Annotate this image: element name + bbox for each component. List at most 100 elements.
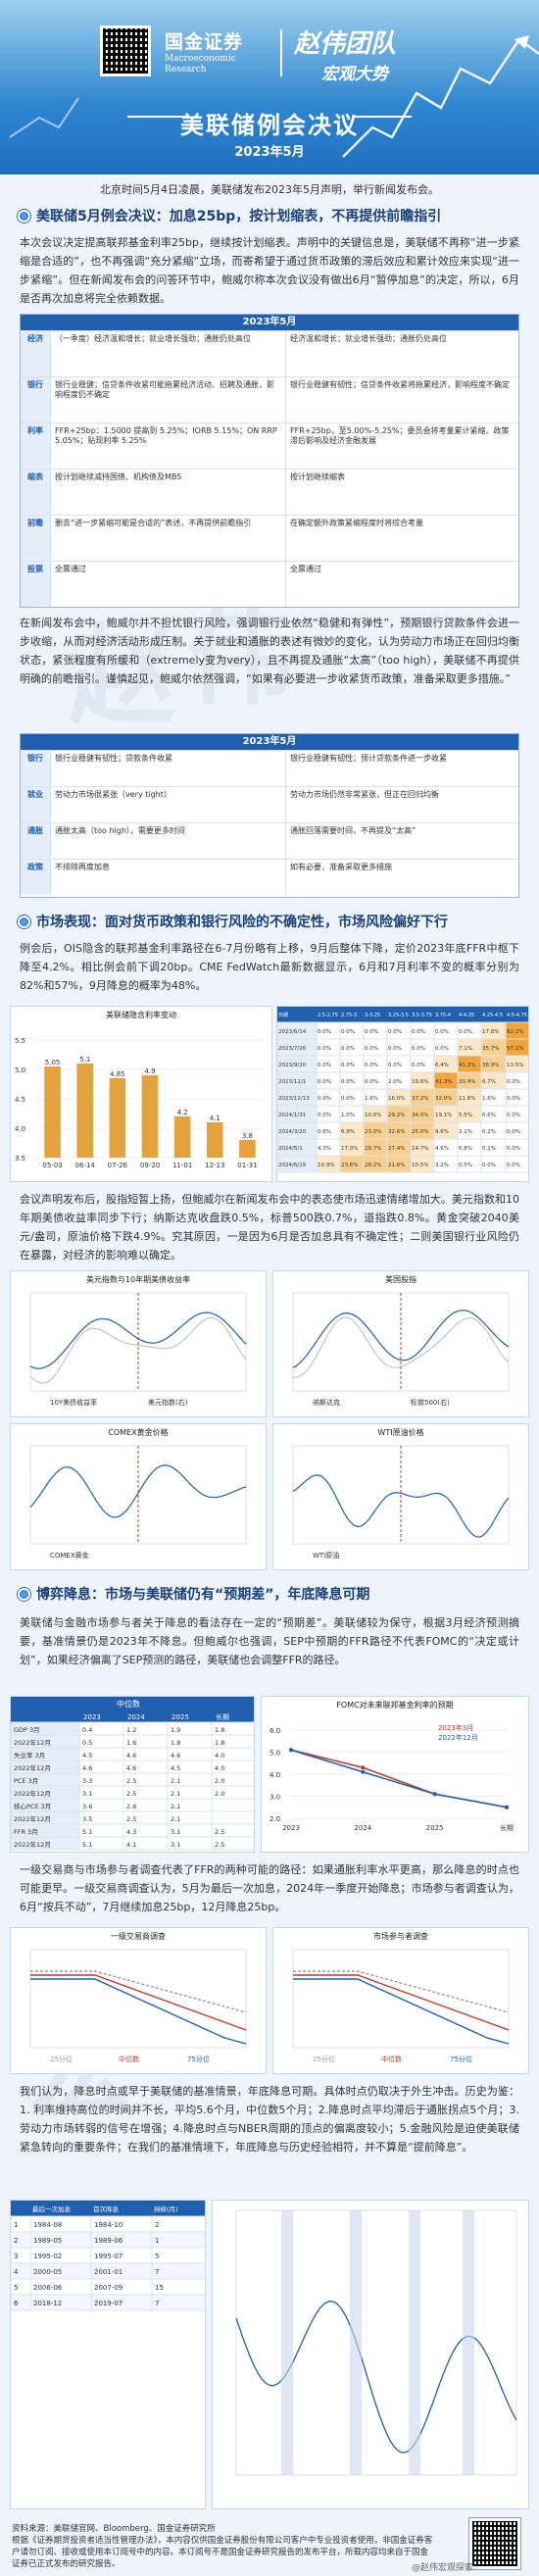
header-cell bbox=[277, 1007, 317, 1022]
cell-value: 1.9 bbox=[171, 1726, 180, 1734]
cell-value: 0.0% bbox=[341, 1046, 355, 1052]
cell-value: 17.8% bbox=[482, 1029, 499, 1035]
sep-ffr-chart: FOMC对未来联邦基金利率的预期 2.0 3.0 4.0 5.0 6.0 2023 2024… bbox=[261, 1696, 529, 1853]
row-left: 银行业稳健；信贷条件收紧可能拖累经济活动、招聘及通胀，影响程度仍不确定 bbox=[50, 377, 285, 422]
cell-value: 1989-06 bbox=[94, 2237, 123, 2245]
table-cell bbox=[211, 1810, 254, 1825]
cell-value: 1.6% bbox=[365, 1096, 378, 1102]
tick-label: 4.0 bbox=[15, 1125, 25, 1133]
cell-value: 34.0% bbox=[412, 1113, 428, 1118]
legend-label: 75分位 bbox=[187, 2055, 210, 2063]
cell-value: 2023/9/20 bbox=[278, 1063, 307, 1068]
cell-value: 2024/6/19 bbox=[278, 1163, 307, 1168]
row-label: 经济 bbox=[21, 331, 50, 376]
section2-heading: 市场表现：面对货币政策和银行风险的不确定性，市场风险偏好下行 bbox=[18, 912, 521, 931]
market-chart-title: 美国股指 bbox=[385, 1275, 416, 1284]
cell-value: 3.5 bbox=[82, 1815, 92, 1823]
cell-value: 5.1 bbox=[82, 1841, 92, 1849]
cell-value: 4.6 bbox=[171, 1752, 180, 1759]
participants-line-chart: 25分位 中位数 75分位 bbox=[292, 1949, 510, 2063]
cell-value: 5.1 bbox=[82, 1828, 92, 1836]
cell-value: 4.3% bbox=[318, 1146, 331, 1152]
cell-value: 4.0 bbox=[215, 1752, 224, 1759]
cell-value: 0.0% bbox=[412, 1046, 425, 1052]
plot-area bbox=[235, 2209, 517, 2476]
tick-label: 5.0 bbox=[15, 1066, 25, 1074]
cell-value: 19.6% bbox=[412, 1079, 428, 1085]
cell-value: 3.6 bbox=[82, 1803, 92, 1810]
tick-label: 06-14 bbox=[75, 1162, 96, 1169]
header-cell bbox=[152, 2201, 205, 2216]
cell-value: 0.6% bbox=[482, 1113, 496, 1118]
market-chart-3: COMEX黄金价格 COMEX黄金 bbox=[10, 1423, 267, 1570]
cell-value: 4.3 bbox=[126, 1828, 136, 1836]
header-label: 4.5-4.75 bbox=[507, 1013, 527, 1018]
page-date: 2023年5月 bbox=[234, 145, 305, 160]
bar bbox=[109, 1078, 126, 1158]
cell-value: 0.0% bbox=[507, 1113, 520, 1118]
cell-value: 2.5 bbox=[126, 1777, 136, 1785]
row-right: 经济温和增长；就业增长强劲；通胀仍处高位 bbox=[285, 331, 518, 376]
market-chart-title: COMEX黄金价格 bbox=[108, 1428, 169, 1437]
cell-value: 0.0% bbox=[341, 1063, 355, 1068]
tick-label: 12-13 bbox=[205, 1162, 224, 1169]
tick-label: 2025 bbox=[426, 1824, 444, 1832]
row-left: （一季度）经济温和增长；就业增长强劲；通胀仍处高位 bbox=[50, 331, 285, 376]
row-right: 按计划继续缩表 bbox=[285, 470, 518, 515]
cell-value: 0.0% bbox=[435, 1046, 449, 1052]
cell-value: 4.6% bbox=[435, 1146, 449, 1152]
tick-label: 5.0 bbox=[270, 1750, 280, 1758]
header-label: 2023 bbox=[83, 1713, 101, 1721]
cell-value: 0.0% bbox=[507, 1163, 520, 1168]
series-line bbox=[293, 1978, 510, 2045]
fedwatch-grid: 日期 2.5-2.75 2.75-3 3-3.25 3.25-3.5 3.5-3.75 3.… bbox=[277, 1007, 528, 1173]
legend-label: 10Y美债收益率 bbox=[50, 1398, 97, 1407]
cell-value: 2001-01 bbox=[94, 2268, 122, 2276]
row-left: 不排除再度加息 bbox=[50, 860, 285, 895]
qr-code bbox=[100, 25, 151, 76]
cell-value: 0.6% bbox=[318, 1129, 331, 1135]
cell-value: 17.0% bbox=[341, 1146, 358, 1152]
history-chart bbox=[212, 2200, 529, 2509]
series-line bbox=[290, 1749, 508, 1808]
legend-label: 2023年3月 bbox=[438, 1723, 473, 1732]
participants-chart-title: 市场参与者调查 bbox=[373, 1932, 428, 1941]
header-label: 2025 bbox=[172, 1713, 189, 1721]
table-row: 投票 全票通过 全票通过 bbox=[21, 561, 518, 607]
tick-label: 4.5 bbox=[15, 1096, 25, 1104]
cell-value: 1995-02 bbox=[33, 2253, 62, 2260]
header-label: 2.5-2.75 bbox=[318, 1013, 338, 1018]
row-label: 前瞻 bbox=[21, 516, 50, 561]
cell-value: 2.5 bbox=[126, 1815, 136, 1823]
line-chart: 纳斯达克 标普500(右) bbox=[292, 1292, 510, 1407]
cell-value: 4.0 bbox=[215, 1764, 224, 1772]
header-cell bbox=[481, 1007, 506, 1022]
cell-value: 7.1% bbox=[459, 1046, 472, 1052]
brand-en-1: Macroeconomic bbox=[165, 54, 236, 64]
cell-value: 5 bbox=[155, 2253, 159, 2260]
cell-value: 1984-10 bbox=[94, 2221, 122, 2229]
cell-value: 2 bbox=[14, 2237, 18, 2245]
header-cell bbox=[387, 1007, 411, 1022]
table-title: 中位数 bbox=[117, 1699, 140, 1709]
table-cell bbox=[211, 1836, 254, 1851]
press-table-header: 2023年5月 bbox=[21, 734, 518, 750]
section3-title: 博弈降息：市场与美联储仍有“预期差”，年底降息可期 bbox=[36, 1587, 370, 1603]
cell-value: 21.6% bbox=[388, 1163, 405, 1168]
cell-value: 15 bbox=[155, 2284, 164, 2292]
section1-para1: 本次会议决定提高联邦基金利率25bp，继续按计划缩表。声明中的关键信息是，美联储… bbox=[20, 236, 519, 305]
cell-value: 10.9% bbox=[318, 1163, 334, 1168]
cell-value: 1.6 bbox=[126, 1739, 136, 1747]
header-cell bbox=[168, 1709, 212, 1722]
cell-value: 5.5% bbox=[459, 1113, 472, 1118]
header-cell bbox=[11, 1709, 79, 1722]
cell-value: 2.1% bbox=[459, 1129, 472, 1135]
tick-label: 5.5 bbox=[15, 1037, 25, 1045]
cell-value: 2.6 bbox=[126, 1803, 136, 1810]
row-right: 银行业稳健有韧性；预计贷款条件进一步收紧 bbox=[285, 751, 518, 786]
cell-value: 0.0% bbox=[318, 1096, 331, 1102]
table-cell bbox=[151, 2262, 205, 2280]
fedwatch-table: 日期 2.5-2.75 2.75-3 3-3.25 3.25-3.5 3.5-3.75 3.… bbox=[276, 1006, 529, 1182]
tick-label: 6.0 bbox=[270, 1727, 280, 1735]
data-point bbox=[432, 1792, 437, 1797]
